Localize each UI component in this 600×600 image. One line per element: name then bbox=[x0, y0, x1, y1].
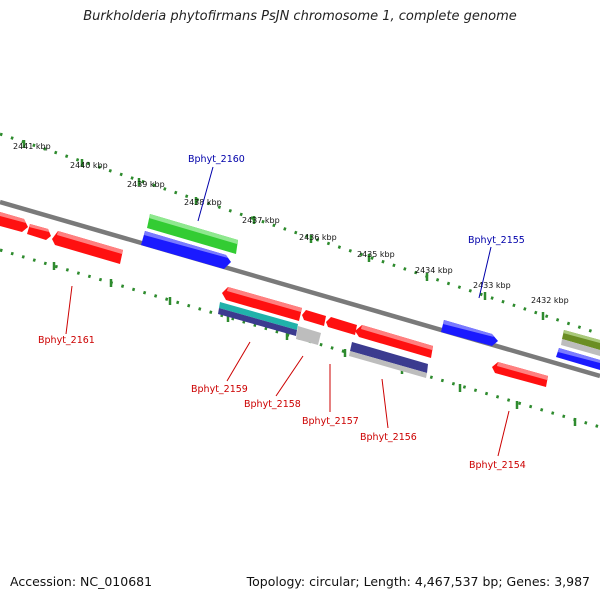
leader-line-2161 bbox=[65, 285, 73, 335]
genome-title: Burkholderia phytofirmans PsJN chromosom… bbox=[83, 9, 517, 24]
leader-line-2154 bbox=[497, 410, 510, 457]
ruler-upper bbox=[0, 132, 600, 336]
kbp-label: 2433 kbp bbox=[473, 281, 511, 290]
gene-bphyt-2160-blue[interactable] bbox=[141, 231, 231, 269]
gene-small-red-1[interactable] bbox=[302, 310, 326, 326]
leader-line-2156 bbox=[381, 378, 389, 429]
gene-label-bphyt-2154[interactable]: Bphyt_2154 bbox=[469, 460, 526, 471]
leader-line-2160 bbox=[197, 166, 214, 222]
chromosome-backbone bbox=[0, 199, 600, 379]
gene-bphyt-2158[interactable] bbox=[296, 326, 321, 345]
leader-line-2155 bbox=[478, 246, 492, 299]
kbp-label: 2439 kbp bbox=[127, 180, 165, 189]
kbp-label: 2441 kbp bbox=[13, 142, 51, 151]
gene-bphyt-2157[interactable] bbox=[355, 325, 433, 358]
gene-label-bphyt-2160[interactable]: Bphyt_2160 bbox=[188, 154, 245, 165]
accession-text: Accession: NC_010681 bbox=[10, 574, 153, 589]
gene-label-bphyt-2155[interactable]: Bphyt_2155 bbox=[468, 235, 525, 246]
gene-label-bphyt-2157[interactable]: Bphyt_2157 bbox=[302, 416, 359, 427]
gene-label-bphyt-2156[interactable]: Bphyt_2156 bbox=[360, 432, 417, 443]
gene-right-grey[interactable] bbox=[561, 339, 600, 356]
genome-summary-text: Topology: circular; Length: 4,467,537 bp… bbox=[246, 574, 590, 589]
gene-bphyt-2154[interactable] bbox=[492, 362, 548, 387]
kbp-label: 2436 kbp bbox=[299, 233, 337, 242]
leader-line-2158 bbox=[275, 355, 304, 397]
gene-bphyt-2159-cyan[interactable] bbox=[218, 302, 298, 336]
ruler-upper-ticks bbox=[22, 140, 545, 320]
kbp-label: 2434 kbp bbox=[415, 266, 453, 275]
gene-bphyt-2159-red[interactable] bbox=[222, 287, 302, 321]
kbp-label: 2435 kbp bbox=[357, 250, 395, 259]
gene-label-bphyt-2158[interactable]: Bphyt_2158 bbox=[244, 399, 301, 410]
leader-line-2159 bbox=[226, 341, 251, 382]
gene-left-red-1[interactable] bbox=[0, 212, 28, 232]
gene-bphyt-2161[interactable] bbox=[52, 231, 123, 264]
gene-bphyt-2160-green[interactable] bbox=[147, 214, 238, 254]
gene-right-blue[interactable] bbox=[556, 348, 600, 370]
kbp-label: 2440 kbp bbox=[70, 161, 108, 170]
gene-right-olive[interactable] bbox=[562, 330, 600, 350]
kbp-label: 2432 kbp bbox=[531, 296, 569, 305]
gene-left-red-2[interactable] bbox=[27, 224, 51, 240]
gene-bphyt-2155[interactable] bbox=[441, 320, 498, 346]
gene-small-red-2[interactable] bbox=[326, 317, 357, 335]
gene-bphyt-2156[interactable] bbox=[349, 342, 428, 378]
gene-label-bphyt-2159[interactable]: Bphyt_2159 bbox=[191, 384, 248, 395]
kbp-label: 2437 kbp bbox=[242, 216, 280, 225]
gene-label-bphyt-2161[interactable]: Bphyt_2161 bbox=[38, 335, 95, 346]
